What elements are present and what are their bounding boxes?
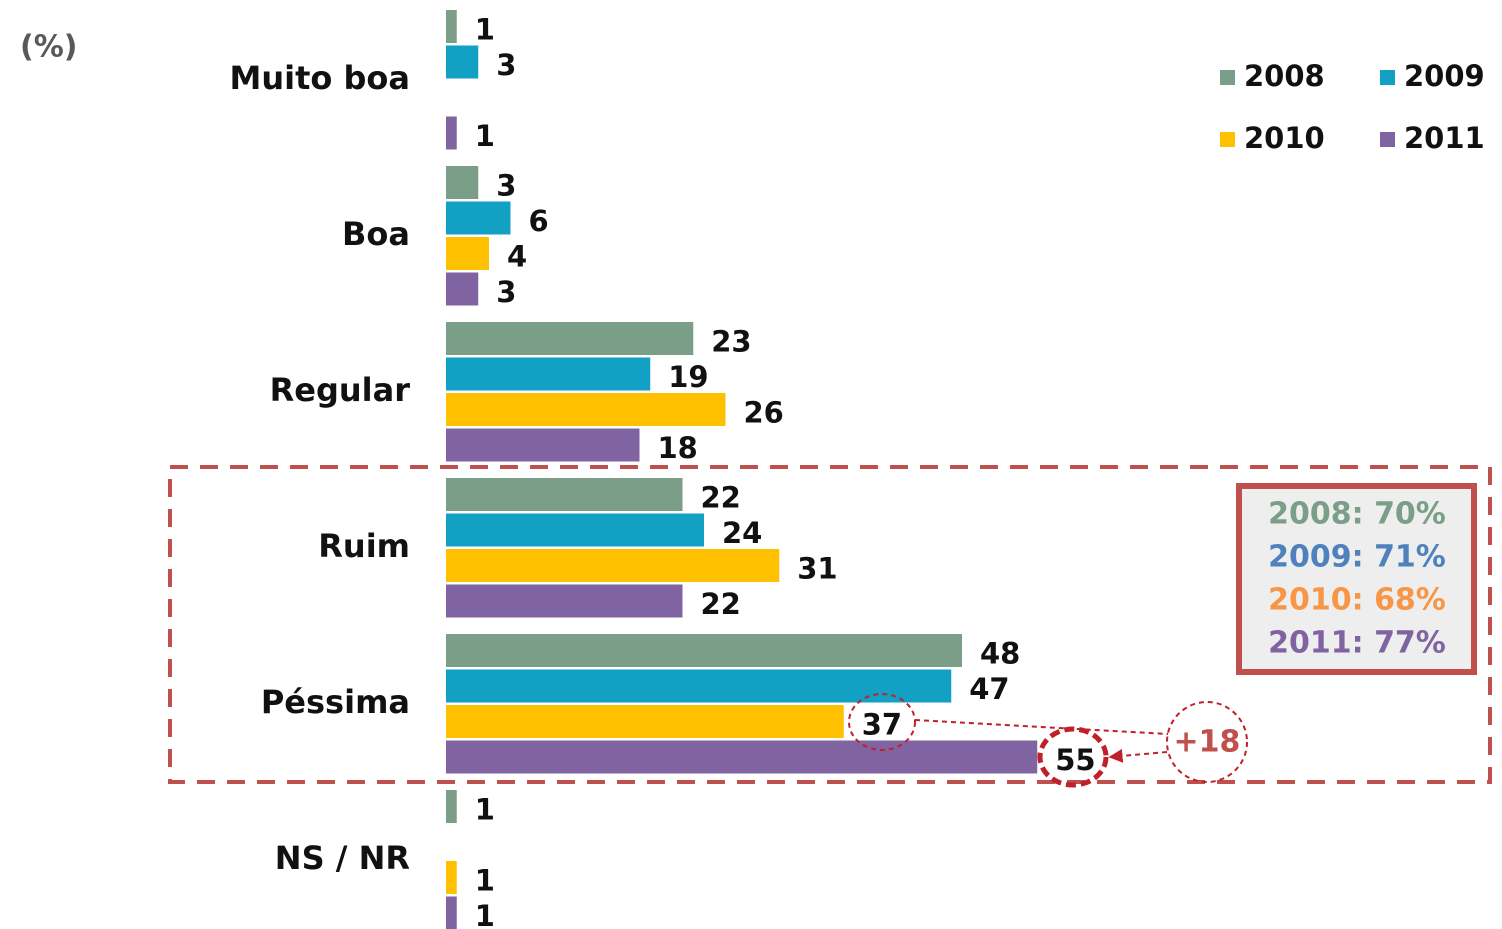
bar [446,669,952,703]
value-label: 1 [475,899,495,929]
bar [446,201,511,235]
bar [446,740,1038,774]
value-label: 19 [668,360,708,394]
value-label: 1 [475,119,495,153]
value-label: 37 [862,708,902,742]
bar [446,237,489,270]
value-label: 47 [969,672,1009,706]
value-label: 22 [701,587,741,621]
summary-text: 2009: 71% [1268,540,1446,575]
value-label: 55 [1055,743,1095,777]
bar [446,393,726,426]
bar [446,166,479,199]
highlight-box [168,465,1492,784]
bar [446,322,694,355]
highlight-circle [1037,726,1109,788]
value-label: 3 [496,48,516,82]
bar [446,634,962,667]
legend-swatch [1220,70,1235,85]
bar [446,10,457,43]
bar [446,478,683,511]
value-label: 23 [711,325,751,359]
legend-label: 2011 [1404,121,1485,155]
bar [446,790,457,823]
category-label: Ruim [318,527,410,565]
bar [446,513,704,547]
category-label: Péssima [261,683,410,721]
category-label: Muito boa [230,59,411,97]
value-label: 1 [475,793,495,827]
legend-swatch [1220,132,1235,147]
category-label: Boa [342,215,410,253]
bar [446,549,780,582]
value-label: 22 [701,481,741,515]
summary-text: 2011: 77% [1268,626,1446,661]
legend-label: 2008 [1244,59,1325,93]
value-label: 24 [722,516,762,550]
bar [446,861,457,894]
summary-box [1236,483,1477,675]
highlight-circle [848,693,916,751]
value-label: 1 [475,13,495,47]
summary-text: 2010: 68% [1268,583,1446,618]
value-label: 18 [658,431,698,465]
category-label: Regular [270,371,411,409]
difference-label: +18 [1174,725,1241,760]
bar [446,896,457,929]
category-label: NS / NR [275,839,410,877]
value-label: 1 [475,864,495,898]
bar [446,705,844,738]
legend-label: 2010 [1244,121,1325,155]
connector [914,719,1169,735]
value-label: 3 [496,169,516,203]
bar [446,584,683,618]
summary-text: 2008: 70% [1268,497,1446,532]
value-label: 4 [507,240,527,274]
value-label: 3 [496,275,516,309]
bar [446,428,640,462]
value-label: 48 [980,637,1020,671]
legend-swatch [1380,70,1395,85]
legend-swatch [1380,132,1395,147]
legend-label: 2009 [1404,59,1485,93]
bar [446,116,457,150]
bar [446,45,479,79]
value-label: 31 [797,552,837,586]
value-label: 6 [529,204,549,238]
connector-arrow [1108,748,1168,763]
difference-circle [1166,701,1248,783]
bar [446,357,651,391]
value-label: 26 [744,396,784,430]
unit-label: (%) [20,30,77,65]
bar [446,272,479,306]
